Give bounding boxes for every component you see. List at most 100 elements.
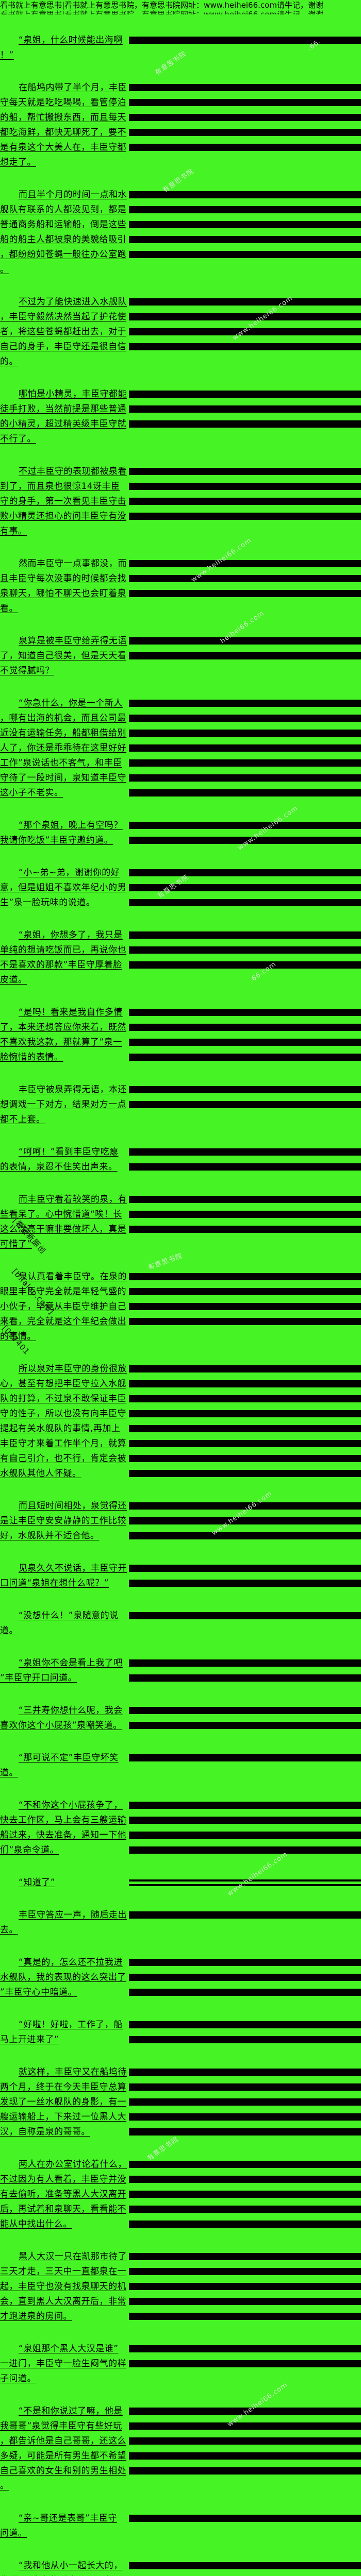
text-row: 守的性子，所以也没有向丰臣守 xyxy=(0,1406,361,1421)
novel-text-line: 看。 xyxy=(0,603,18,614)
redaction-bar xyxy=(129,1959,361,1966)
text-row: ”丰臣守心中暗道。 xyxy=(0,1985,361,2000)
novel-text-line: “泉姐，什么时候能出海啊 xyxy=(19,35,123,45)
novel-text-line: “你急什么，你是一个新人 xyxy=(19,698,123,708)
redaction-bar xyxy=(129,2515,361,2522)
redaction-bar xyxy=(129,114,361,121)
text-row: 败小精灵还担心的问丰臣守有没 xyxy=(0,509,361,524)
novel-text-line: 快去工作区，马上会有三艘运输 xyxy=(0,1815,126,1825)
novel-text-line: “不和你这个小屁孩争了， xyxy=(19,1800,123,1810)
novel-text-line: “泉姐你不会是看上我了吧 xyxy=(19,1658,123,1668)
redaction-bar xyxy=(129,2360,361,2367)
text-row: 生”泉一脸玩味的说道。 xyxy=(0,895,361,910)
text-row: 去。 xyxy=(0,1923,361,1938)
novel-text-line: 见泉久久不说话，丰臣守开 xyxy=(19,1563,127,1573)
redaction-bar xyxy=(129,1395,361,1402)
redaction-bar xyxy=(129,652,361,659)
novel-text-line: 们”泉命令道。 xyxy=(0,1845,59,1855)
text-row: 然而丰臣守一点事都没，而 xyxy=(0,556,361,571)
redaction-bar xyxy=(129,2562,361,2569)
text-row: 守待了一段时间，泉知道丰臣守 xyxy=(0,771,361,786)
novel-text-line: 单纯的想请吃饭而已，再说你也 xyxy=(0,945,126,955)
redaction-bar xyxy=(129,99,361,106)
novel-text-line: 脸惋惜的表情。 xyxy=(0,1052,63,1062)
novel-text-line: 。 xyxy=(0,2481,9,2491)
text-row: 的表情，泉忍不住笑出声来。 xyxy=(0,1160,361,1175)
redaction-bar xyxy=(129,1532,361,1539)
novel-text-line: 些看呆了。心中惋惜道“唉！长 xyxy=(0,1209,122,1219)
text-row: “不和你这个小屁孩争了， xyxy=(0,1798,361,1813)
redaction-bar xyxy=(129,2191,361,2198)
novel-text-line: 有去偷听，准备等黑人大汉离开 xyxy=(0,2189,126,2199)
text-row: 人了，你还是乖乖待在这里好好 xyxy=(0,741,361,756)
text-row: 才跑进泉的房间。 xyxy=(0,2309,361,2324)
novel-text-line: ，都纷纷如苍蝇一般往办公室跑 xyxy=(0,249,126,260)
novel-text-line: 守的性子，所以也没有向丰臣守 xyxy=(0,1409,126,1419)
novel-text-line: 不是喜欢的那款”丰臣守厚着脸 xyxy=(0,960,122,970)
text-row: “小~弟~弟，谢谢你的好 xyxy=(0,866,361,880)
redaction-bar xyxy=(129,1722,361,1729)
novel-text-line: “知道了” xyxy=(19,1877,56,1888)
redaction-bar xyxy=(129,1974,361,1981)
redaction-bar xyxy=(129,590,361,597)
text-row: “不是和你说过了嘛，他是 xyxy=(0,2404,361,2419)
redaction-bar xyxy=(129,2283,361,2290)
novel-text-line: 小伙子，毕竟从丰臣守维护自己 xyxy=(0,1301,126,1312)
text-row: 不过丰臣守的表现都被泉看 xyxy=(0,464,361,479)
text-row: 子问道。 xyxy=(0,2371,361,2386)
redaction-bar xyxy=(129,822,361,829)
novel-text-line: 才跑进泉的房间。 xyxy=(0,2311,72,2321)
text-row: 且丰臣守每次没事的时候都会找 xyxy=(0,571,361,586)
novel-text-line: 发现了一丝水舰队的身影，有一 xyxy=(0,2097,126,2107)
text-row: 守每天就是吃吃喝喝，看管停泊 xyxy=(0,95,361,110)
redaction-bar xyxy=(129,1802,361,1809)
redaction-bar xyxy=(129,931,361,939)
redaction-bar xyxy=(129,2098,361,2106)
redaction-bar xyxy=(129,560,361,567)
text-row: 这小子不老实。 xyxy=(0,786,361,801)
redaction-bar xyxy=(129,1410,361,1417)
novel-text-line: 。 xyxy=(0,264,9,275)
novel-text-line: 问道。 xyxy=(0,2528,27,2538)
text-row: 黑人大汉一只在凯那市待了 xyxy=(0,2249,361,2264)
novel-text-line: 马上开进来了” xyxy=(0,2035,59,2045)
novel-text-line: 所以泉对丰臣守的身份很放 xyxy=(19,1364,127,1374)
redaction-bar xyxy=(129,2313,361,2320)
text-row: 想调戏一下对方，结果对方一点 xyxy=(0,1097,361,1112)
text-row: 发现了一丝水舰队的身影，有一 xyxy=(0,2095,361,2110)
redaction-bar xyxy=(129,1846,361,1854)
redaction-bar xyxy=(129,420,361,428)
redaction-bar xyxy=(129,1989,361,1996)
text-row: 丰臣守被泉弄得无语，本还 xyxy=(0,1082,361,1097)
text-row: 都不上套。 xyxy=(0,1112,361,1127)
text-row: 守的身手，第一次看见丰臣守击 xyxy=(0,494,361,509)
novel-text-line: 舰队有联系的人都没见到，都是 xyxy=(0,205,126,215)
redaction-bar xyxy=(129,2408,361,2415)
redaction-bar xyxy=(129,1054,361,1061)
novel-text-line: 起，丰臣守也没有找泉聊天的机 xyxy=(0,2281,126,2292)
novel-text-line: 队的打算，不过泉不敢保证丰臣 xyxy=(0,1394,126,1404)
redaction-bar xyxy=(129,2021,361,2028)
text-row: “我和他从小一起长大的， xyxy=(0,2558,361,2573)
novel-text-line: 心，甚至有想把丰臣守拉入水舰 xyxy=(0,1379,126,1389)
novel-text-line: “泉姐，你想多了，我只是 xyxy=(19,930,123,940)
redaction-bar xyxy=(129,1425,361,1432)
novel-text-line: 皮道。 xyxy=(0,975,27,985)
text-row: “三井寿你想什么呢，我会 xyxy=(0,1703,361,1718)
text-row: 多疑，可能是所有男生都不希望 xyxy=(0,2449,361,2464)
redaction-bar xyxy=(129,1612,361,1619)
novel-text-line: 会，直到黑人大汉离开后，非常 xyxy=(0,2296,126,2307)
novel-text-line: 丰臣守答应一声，随后走出 xyxy=(19,1910,127,1920)
novel-text-line: 的表情，泉忍不住笑出声来。 xyxy=(0,1162,118,1172)
novel-text-line: “不是和你说过了嘛，他是 xyxy=(19,2406,123,2416)
text-row: 不觉得腻吗？ xyxy=(0,664,361,679)
novel-text-line: 守的身手，第一次看见丰臣守击 xyxy=(0,496,126,506)
novel-text-line: ，丰臣守毅然决然当起了护花使 xyxy=(0,312,126,322)
text-row: 有事。 xyxy=(0,524,361,539)
redaction-bar xyxy=(129,1911,361,1919)
redaction-bar xyxy=(129,2069,361,2076)
redaction-bar xyxy=(129,206,361,213)
novel-text-line: “是吗！看来是我自作多情 xyxy=(19,1007,123,1018)
text-row: 来看，完全就是这个年纪会做出 xyxy=(0,1314,361,1329)
text-row: 起，丰臣守也没有找泉聊天的机 xyxy=(0,2279,361,2294)
